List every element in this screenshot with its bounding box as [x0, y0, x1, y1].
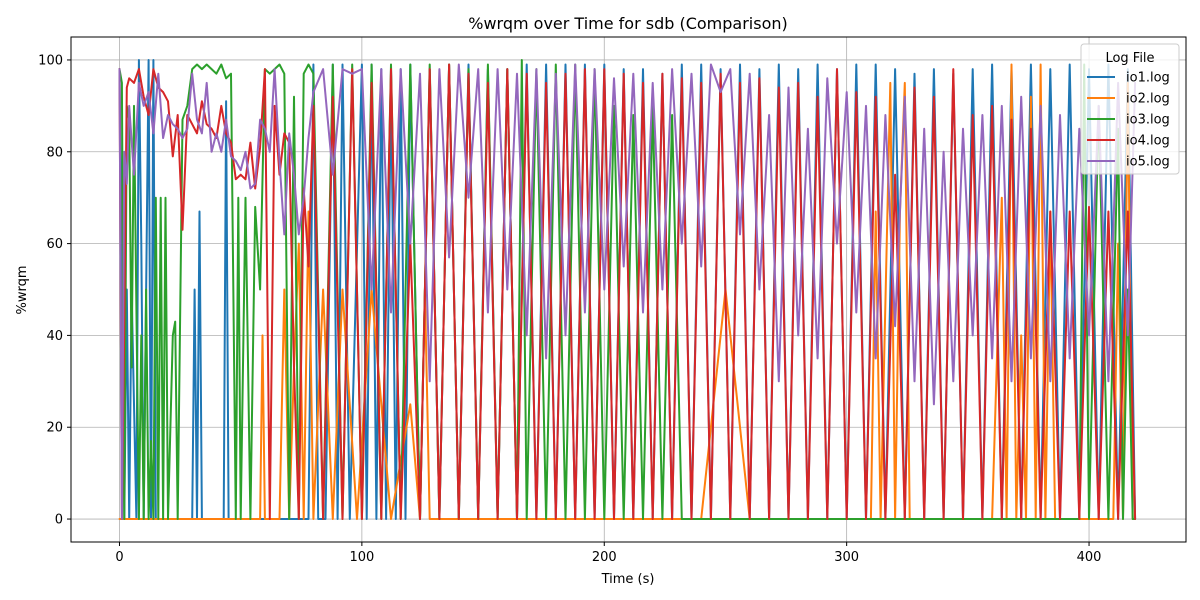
axis-ticks: 0 100 200 300 400 0 20 40 60 80 100	[38, 53, 1101, 565]
x-tick-label: 400	[1077, 550, 1102, 565]
plot-frame	[70, 36, 1187, 543]
series-lines	[118, 59, 1137, 520]
y-tick-label: 100	[38, 53, 63, 68]
x-axis-title: Time (s)	[601, 572, 655, 587]
legend-label: io3.log	[1126, 113, 1170, 128]
legend-label: io5.log	[1126, 155, 1170, 170]
legend-label: io4.log	[1126, 134, 1170, 149]
y-tick-label: 80	[46, 145, 63, 160]
x-tick-label: 300	[834, 550, 859, 565]
x-tick-label: 200	[592, 550, 617, 565]
legend-title: Log File	[1105, 51, 1154, 66]
legend-label: io2.log	[1126, 92, 1170, 107]
y-axis-title: %wrqm	[15, 265, 30, 314]
y-tick-label: 40	[46, 329, 63, 344]
y-tick-label: 60	[46, 237, 63, 252]
y-tick-label: 20	[46, 421, 63, 436]
legend-label: io1.log	[1126, 71, 1170, 86]
legend-items: io1.log io2.log io3.log io4.log io5.log	[1087, 71, 1170, 170]
legend: Log File io1.log io2.log io3.log io4.log io5…	[1080, 43, 1180, 175]
y-tick-label: 0	[55, 513, 63, 528]
chart-title: %wrqm over Time for sdb (Comparison)	[468, 14, 788, 33]
series-line-io5	[118, 63, 1137, 520]
x-tick-label: 100	[349, 550, 374, 565]
x-tick-label: 0	[115, 550, 123, 565]
series-line-io4	[118, 63, 1137, 520]
